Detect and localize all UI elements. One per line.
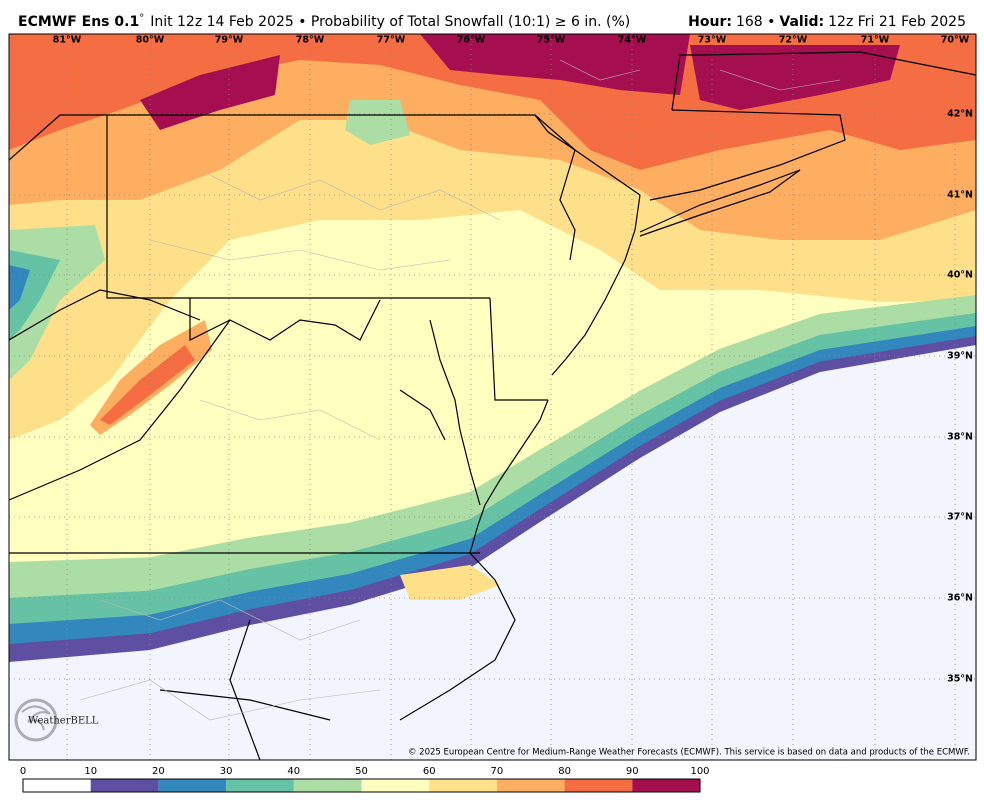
colorbar-tick-label: 70 [491, 766, 504, 777]
band-90 [690, 45, 900, 110]
colorbar-tick-label: 50 [355, 766, 368, 777]
border [9, 114, 107, 161]
colorbar-segment [23, 779, 91, 792]
latitude-label: 39°N [947, 351, 973, 362]
border [649, 109, 846, 201]
colorbar-tick-label: 80 [558, 766, 571, 777]
longitude-label: 75°W [537, 35, 566, 46]
colorbar-segment [90, 779, 159, 792]
colorbar-segment [496, 779, 565, 792]
county-line [149, 239, 451, 271]
colorbar-tick-label: 20 [152, 766, 165, 777]
longitude-label: 81°W [53, 35, 82, 46]
streak-80 [100, 345, 195, 425]
longitude-label: 77°W [377, 35, 406, 46]
longitude-label: 72°W [779, 35, 808, 46]
border [107, 114, 641, 196]
hour-label: Hour: [688, 14, 732, 30]
border [429, 319, 481, 506]
border [9, 289, 201, 341]
product: ECMWF Ens 0.1 [18, 14, 139, 30]
colorbar-tick-label: 30 [220, 766, 233, 777]
valid: 12z Fri 21 Feb 2025 [828, 14, 966, 30]
county-line [559, 59, 641, 81]
border [469, 399, 549, 554]
colorbar-segment [564, 779, 633, 792]
latitude-label: 40°N [947, 270, 973, 281]
colorbar-tick-label: 60 [423, 766, 436, 777]
longitude-label: 70°W [941, 35, 970, 46]
logo-text: WeatherBELL [28, 716, 99, 727]
longitude-label: 73°W [698, 35, 727, 46]
border [534, 114, 576, 261]
colorbar-frame [22, 778, 701, 793]
colorbar-tick-label: 90 [626, 766, 639, 777]
colorbar: 0 10 20 30 40 50 60 70 80 90 100 [20, 766, 710, 793]
patch-40 [345, 100, 410, 145]
border [106, 115, 490, 299]
sound-60 [400, 565, 500, 600]
latitude-label: 35°N [947, 674, 973, 685]
colorbar-segment [429, 779, 497, 792]
left-20 [9, 265, 30, 310]
colorbar-segment [158, 779, 227, 792]
border [9, 319, 231, 501]
latitude-label: 37°N [947, 512, 973, 523]
longitude-label: 80°W [136, 35, 165, 46]
latitude-label: 38°N [947, 432, 973, 443]
description: Init 12z 14 Feb 2025 • Probability of To… [150, 14, 630, 30]
map [9, 34, 976, 760]
band-0 [9, 345, 976, 760]
county-line [99, 599, 361, 641]
colorbar-segment [293, 779, 362, 792]
border [671, 51, 976, 111]
colorbar-tick-label: 10 [84, 766, 97, 777]
border [189, 298, 381, 341]
county-line [79, 679, 381, 721]
county-line [199, 169, 501, 221]
colorbar-segment [632, 779, 700, 792]
colorbar-tick-label: 40 [287, 766, 300, 777]
logo: WeatherBELL [14, 698, 99, 742]
longitude-label: 74°W [618, 35, 647, 46]
border [399, 389, 446, 441]
border [159, 689, 331, 721]
colorbar-segment [226, 779, 294, 792]
latitude-label: 41°N [947, 190, 973, 201]
degree: ° [139, 13, 144, 24]
colorbar-tick-label: 0 [20, 766, 26, 777]
longitude-label: 78°W [296, 35, 325, 46]
header-right: Hour: 168 • Valid: 12z Fri 21 Feb 2025 [688, 14, 966, 30]
latitude-label: 42°N [947, 109, 973, 120]
colorbar-tick-label: 100 [690, 766, 709, 777]
border [399, 552, 516, 721]
border [489, 297, 548, 401]
header-left: ECMWF Ens 0.1° Init 12z 14 Feb 2025 • Pro… [18, 13, 630, 30]
longitude-label: 79°W [215, 35, 244, 46]
longitude-label: 71°W [861, 35, 890, 46]
copyright: © 2025 European Centre for Medium-Range … [408, 748, 970, 758]
band-90 [420, 34, 690, 95]
longitude-label: 76°W [457, 35, 486, 46]
border [639, 169, 801, 237]
band-90 [140, 55, 280, 130]
map-frame [8, 33, 977, 761]
border [551, 194, 641, 376]
border [229, 619, 261, 760]
overlay: 81°W 80°W 79°W 78°W 77°W 76°W 75°W 74°W 73°W 72°W… [53, 35, 973, 685]
county-line [719, 69, 841, 91]
valid-label: Valid: [779, 14, 824, 30]
hour: 168 • [736, 14, 775, 30]
county-line [199, 399, 381, 441]
colorbar-segment [361, 779, 430, 792]
latitude-label: 36°N [947, 593, 973, 604]
